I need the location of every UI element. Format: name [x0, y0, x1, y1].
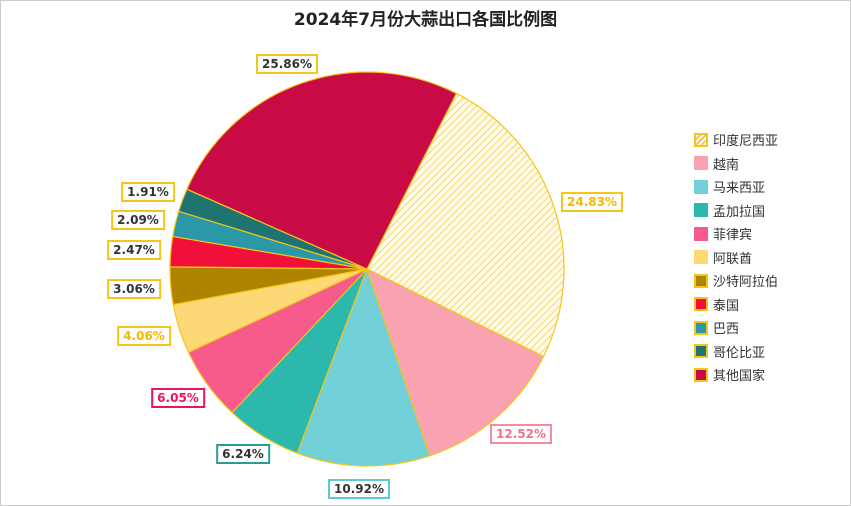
data-label: 3.06%: [107, 279, 161, 299]
legend-item[interactable]: 沙特阿拉伯: [694, 269, 778, 293]
legend-item[interactable]: 哥伦比亚: [694, 340, 778, 364]
legend-item[interactable]: 马来西亚: [694, 175, 778, 199]
legend-item[interactable]: 阿联酋: [694, 246, 778, 270]
data-label: 10.92%: [328, 479, 390, 499]
legend-label: 哥伦比亚: [713, 345, 766, 361]
legend-swatch: [694, 367, 708, 382]
data-label: 4.06%: [117, 326, 171, 346]
legend-label: 马来西亚: [713, 181, 766, 197]
legend-item[interactable]: 孟加拉国: [694, 199, 778, 223]
legend: 印度尼西亚越南马来西亚孟加拉国菲律宾阿联酋沙特阿拉伯泰国巴西哥伦比亚其他国家: [694, 128, 778, 387]
legend-item[interactable]: 越南: [694, 152, 778, 176]
pie-slice[interactable]: [366, 92, 565, 358]
legend-label: 沙特阿拉伯: [713, 275, 779, 291]
legend-item[interactable]: 泰国: [694, 293, 778, 317]
legend-item[interactable]: 印度尼西亚: [694, 128, 778, 152]
data-label: 6.24%: [216, 444, 270, 464]
legend-label: 孟加拉国: [713, 204, 766, 220]
data-label: 1.91%: [121, 182, 175, 202]
legend-swatch: [694, 203, 708, 218]
legend-swatch: [694, 226, 708, 241]
legend-label: 菲律宾: [713, 228, 753, 244]
data-label: 2.47%: [107, 240, 161, 260]
pie-slice[interactable]: [365, 267, 545, 457]
legend-item[interactable]: 其他国家: [694, 363, 778, 387]
legend-swatch: [694, 273, 708, 288]
legend-swatch: [694, 297, 708, 312]
legend-label: 越南: [713, 157, 740, 173]
legend-swatch: [694, 132, 708, 147]
pie-slice[interactable]: [186, 71, 458, 270]
legend-swatch: [694, 344, 708, 359]
legend-swatch: [694, 156, 708, 171]
legend-label: 巴西: [713, 322, 740, 338]
legend-label: 其他国家: [713, 369, 766, 385]
legend-label: 泰国: [713, 298, 740, 314]
data-label: 2.09%: [111, 210, 165, 230]
data-label: 24.83%: [561, 192, 623, 212]
legend-item[interactable]: 巴西: [694, 316, 778, 340]
data-label: 25.86%: [256, 54, 318, 74]
chart-title: 2024年7月份大蒜出口各国比例图: [293, 10, 558, 30]
data-label: 12.52%: [490, 424, 552, 444]
legend-label: 印度尼西亚: [713, 134, 779, 150]
legend-swatch: [694, 250, 708, 265]
legend-item[interactable]: 菲律宾: [694, 222, 778, 246]
legend-label: 阿联酋: [713, 251, 753, 267]
legend-swatch: [694, 179, 708, 194]
data-label: 6.05%: [151, 388, 205, 408]
pie-slice[interactable]: [296, 267, 431, 467]
legend-swatch: [694, 320, 708, 335]
